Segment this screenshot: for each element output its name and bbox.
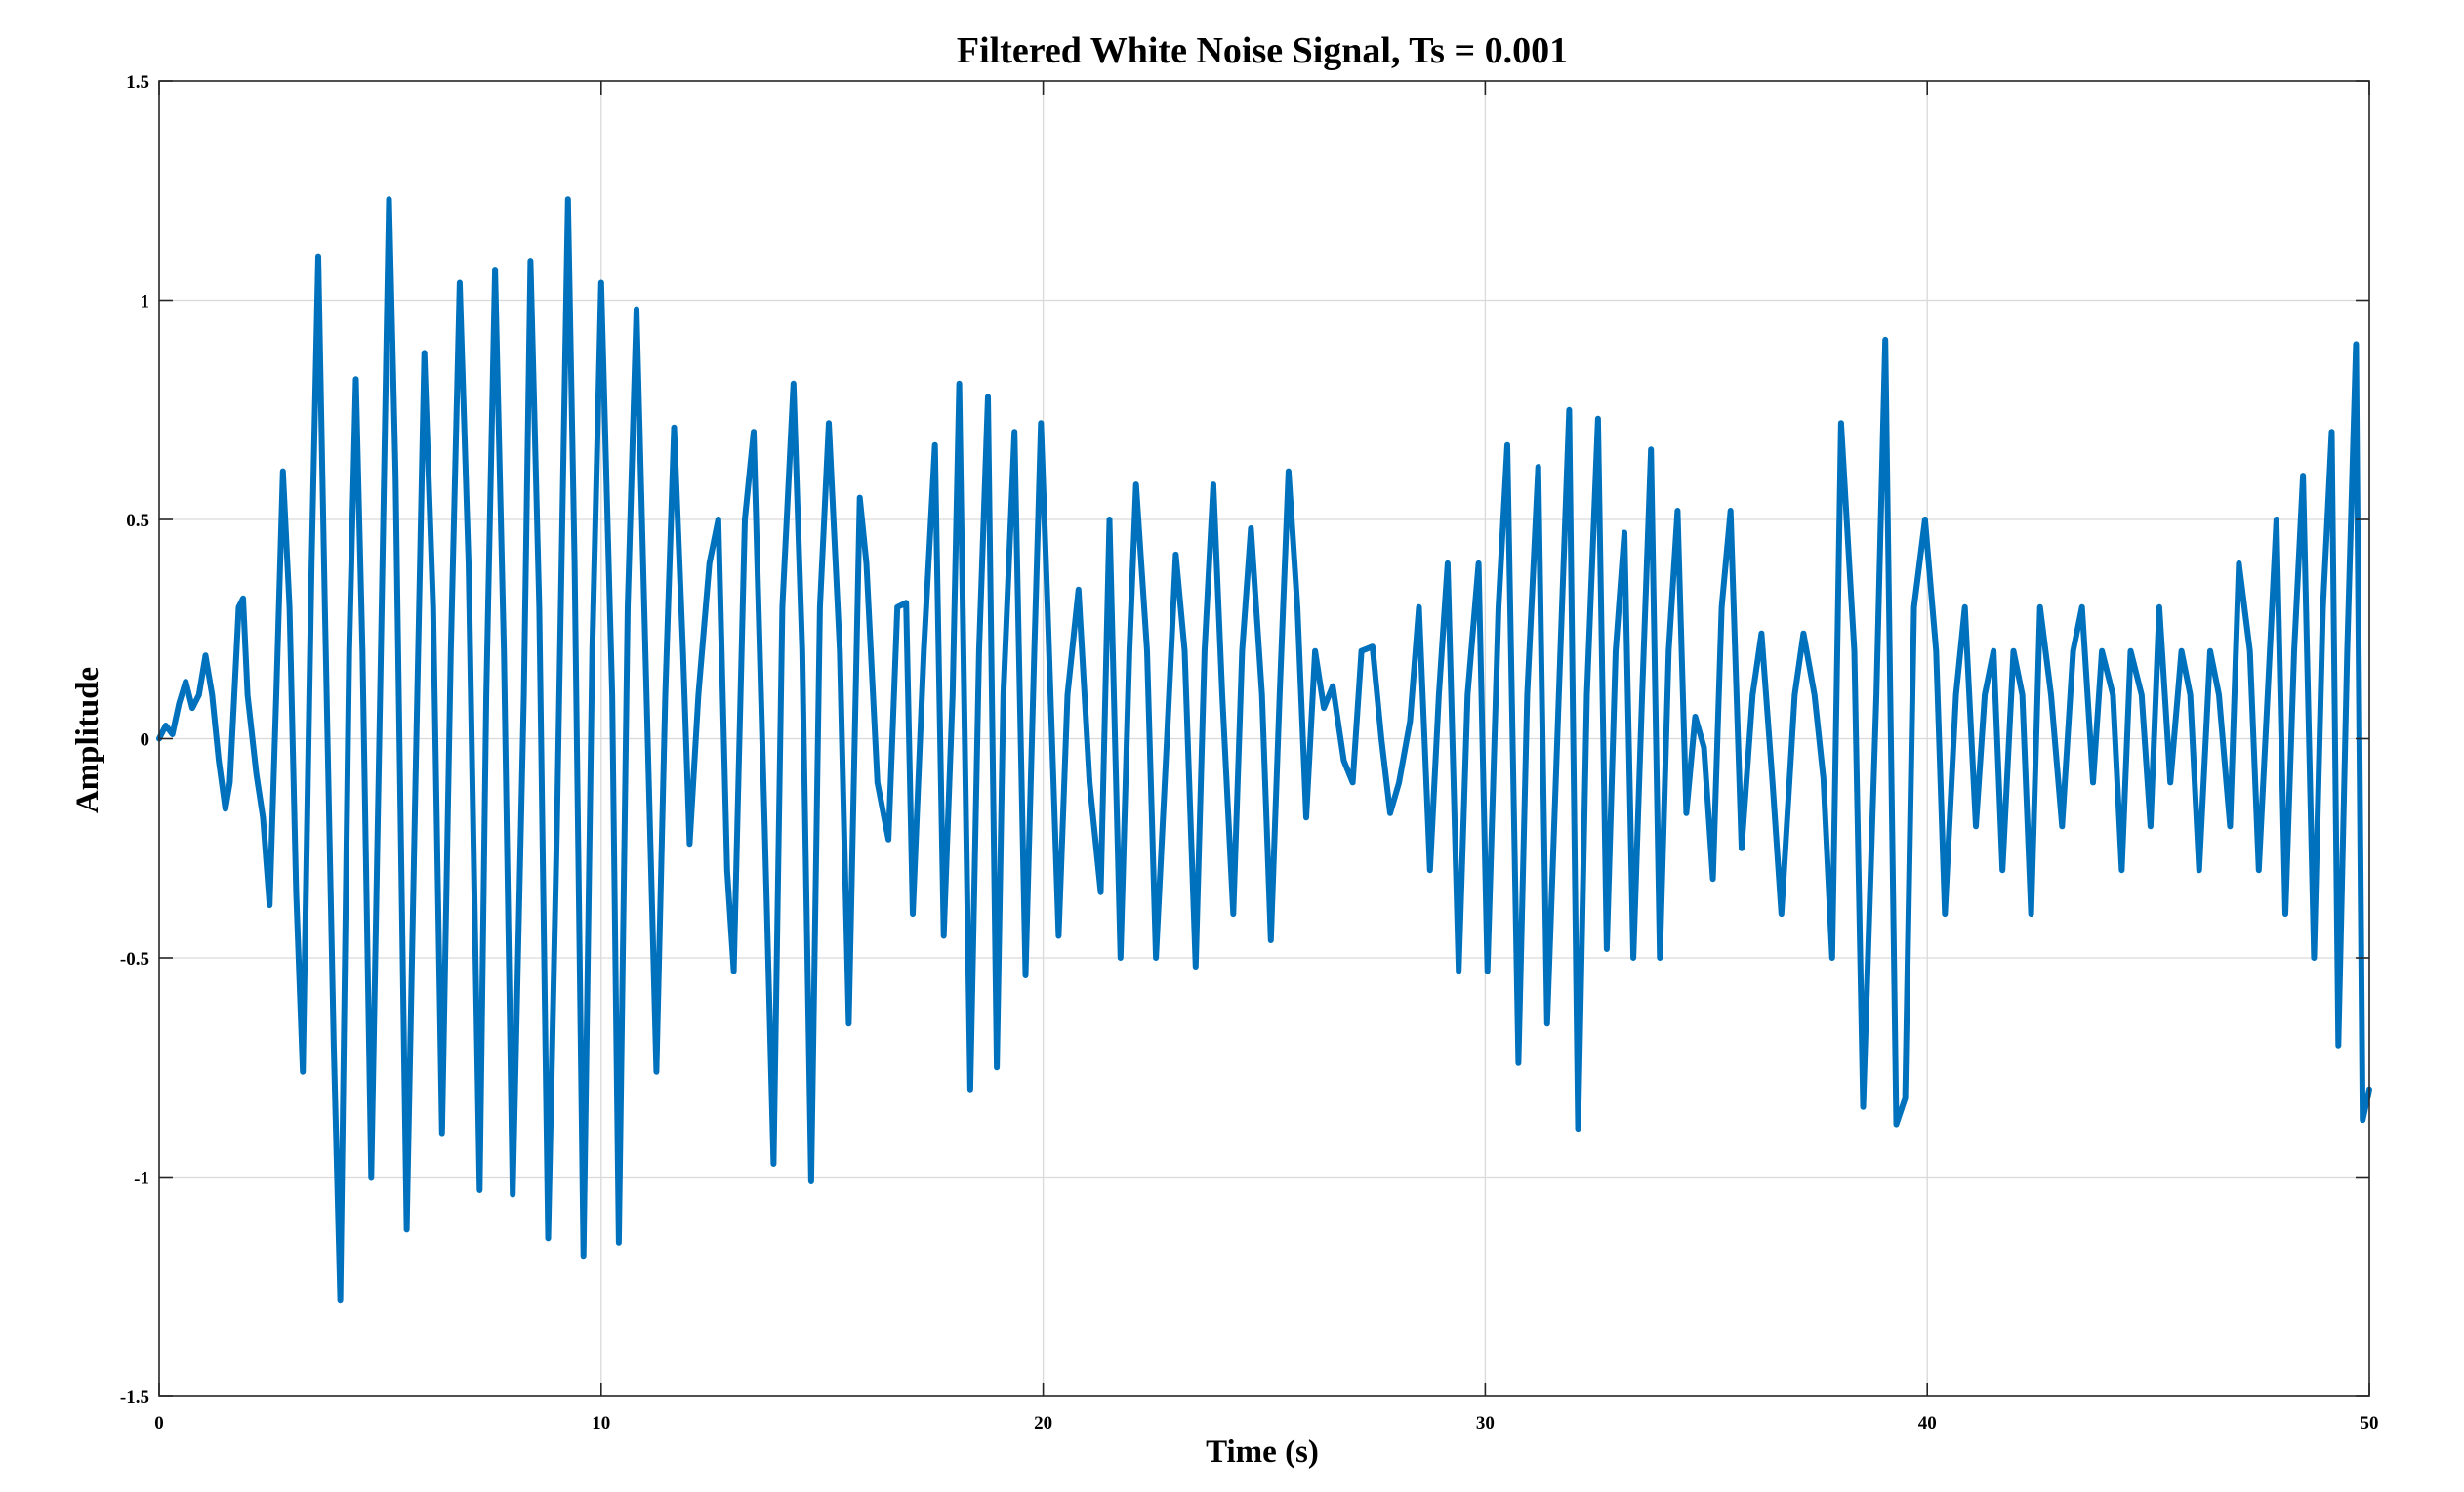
y-tick-label: -0.5 bbox=[120, 949, 149, 970]
y-tick-label: 0.5 bbox=[126, 511, 149, 531]
y-tick-labels: 1.5 1 0.5 0 -0.5 -1 -1.5 bbox=[120, 72, 149, 1408]
signal-line bbox=[156, 196, 2372, 1304]
x-tick-label: 20 bbox=[1034, 1413, 1052, 1433]
x-tick-label: 30 bbox=[1476, 1413, 1495, 1433]
series-line bbox=[156, 196, 2372, 1304]
axes-box bbox=[158, 80, 2370, 1397]
x-axis-label: Time (s) bbox=[1206, 1434, 1319, 1470]
x-tick-label: 40 bbox=[1918, 1413, 1937, 1433]
y-tick-label: 0 bbox=[141, 730, 150, 751]
x-tick-label: 0 bbox=[154, 1413, 164, 1433]
chart-title: Filtered White Noise Signal, Ts = 0.001 bbox=[957, 30, 1568, 71]
y-tick-label: 1 bbox=[141, 292, 150, 312]
x-tick-label: 10 bbox=[592, 1413, 610, 1433]
y-tick-label: -1.5 bbox=[120, 1388, 149, 1408]
y-tick-label: -1 bbox=[134, 1169, 149, 1189]
x-tick-labels: 0 10 20 30 40 50 bbox=[154, 1413, 2378, 1433]
y-axis-label: Amplitude bbox=[70, 667, 105, 813]
x-tick-label: 50 bbox=[2361, 1413, 2379, 1433]
y-tick-label: 1.5 bbox=[126, 72, 149, 93]
